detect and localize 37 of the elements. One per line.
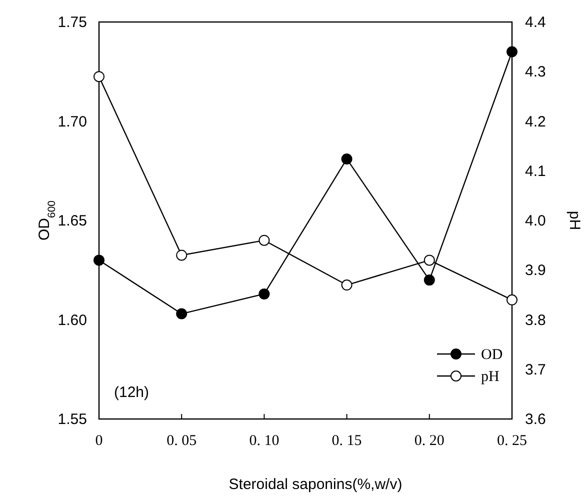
y-tick-label: 1.75 xyxy=(58,14,87,31)
x-tick-label: 0. 15 xyxy=(332,433,362,449)
point xyxy=(424,254,435,266)
y2-tick-label: 4.0 xyxy=(525,212,546,230)
y2-tick-label: 4.1 xyxy=(525,162,546,180)
y2-tick-label: 4.2 xyxy=(525,113,546,130)
x-tick-label: 0 xyxy=(95,433,103,449)
legend-label: OD xyxy=(481,347,503,363)
point xyxy=(424,274,435,286)
x-tick-label: 0. 25 xyxy=(497,433,527,449)
point xyxy=(94,71,104,82)
y-tick-label: 1.60 xyxy=(58,312,87,329)
y2-tick-label: 3.8 xyxy=(525,312,546,329)
legend-label: pH xyxy=(481,369,500,385)
point xyxy=(506,46,518,58)
point xyxy=(176,308,188,320)
point xyxy=(258,288,270,300)
annotation: (12h) xyxy=(114,384,150,401)
y2-tick-label: 3.6 xyxy=(525,411,546,428)
y-tick-label: 1.55 xyxy=(58,411,87,428)
x-tick-label: 0. 20 xyxy=(414,433,444,449)
y2-tick-label: 3.7 xyxy=(525,361,546,378)
point xyxy=(94,254,104,266)
y-tick-label: 1.65 xyxy=(58,212,87,230)
point xyxy=(341,153,352,164)
point xyxy=(506,294,518,306)
point xyxy=(258,234,270,246)
point xyxy=(341,280,352,291)
y2-tick-label: 3.9 xyxy=(525,262,546,280)
point xyxy=(176,250,188,261)
y2-tick-label: 4.3 xyxy=(525,64,546,81)
y-tick-label: 1.70 xyxy=(58,113,87,130)
x-tick-label: 0. 10 xyxy=(249,433,280,449)
x-tick-label: 0. 05 xyxy=(166,433,197,449)
y2-tick-label: 4.4 xyxy=(525,14,546,31)
y2-axis-title: pH xyxy=(566,210,583,230)
x-axis-title: Steroidal saponins(%,w/v) xyxy=(228,476,402,493)
